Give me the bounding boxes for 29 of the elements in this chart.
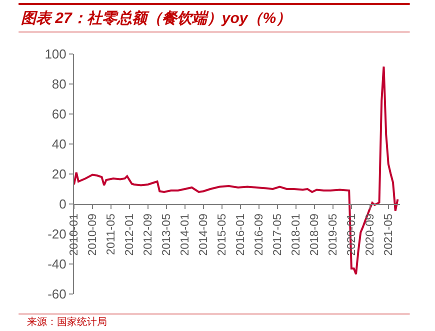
y-tick-label: 20 — [52, 166, 66, 182]
x-tick-label: 2021-05 — [383, 214, 396, 256]
x-tick-label: 2018-01 — [290, 214, 303, 256]
y-tick-label: 40 — [52, 136, 66, 152]
x-tick-label: 2019-05 — [328, 214, 340, 256]
x-tick-label: 2012-01 — [124, 214, 136, 256]
source-note: 来源：国家统计局 — [27, 316, 107, 328]
x-tick-label: 2013-05 — [161, 214, 174, 256]
x-tick-label: 2020-01 — [346, 214, 358, 256]
y-tick-label: -40 — [48, 256, 66, 272]
y-tick-label: 100 — [44, 46, 66, 62]
y-tick-label: 80 — [52, 76, 66, 92]
y-tick-label: -60 — [48, 286, 66, 302]
x-tick-label: 2010-09 — [87, 214, 100, 256]
x-tick-label: 2014-09 — [198, 214, 210, 256]
x-tick-label: 2016-09 — [254, 214, 266, 256]
x-tick-label: 2017-05 — [272, 214, 284, 256]
x-tick-label: 2014-01 — [180, 214, 192, 256]
x-tick-label: 2010-01 — [68, 214, 81, 256]
y-tick-label: 60 — [52, 106, 66, 122]
x-tick-label: 2011-05 — [106, 214, 118, 255]
y-tick-label: 0 — [59, 196, 66, 212]
chart-title: 图表 27：社零总额（餐饮端）yoy（%） — [21, 9, 292, 27]
x-tick-label: 2018-09 — [309, 214, 322, 256]
x-tick-label: 2015-05 — [216, 214, 229, 256]
x-tick-label: 2012-09 — [142, 214, 155, 256]
y-tick-label: -20 — [48, 226, 66, 242]
x-tick-label: 2020-09 — [364, 214, 377, 256]
x-tick-label: 2016-01 — [235, 214, 248, 256]
